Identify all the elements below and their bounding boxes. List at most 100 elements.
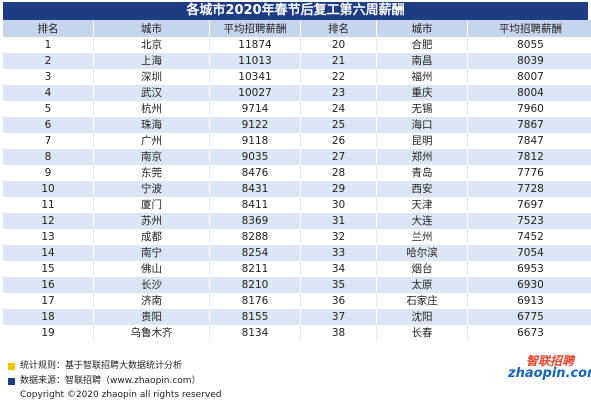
table-cell: 佛山 xyxy=(93,261,210,277)
logo-site: zhaopin.com xyxy=(508,366,591,381)
table-row: 4 武汉 10027 23 重庆 8004 xyxy=(3,85,591,101)
table-cell: 9714 xyxy=(209,101,301,117)
table-cell: 8134 xyxy=(209,325,301,341)
table-cell: 合肥 xyxy=(376,37,468,53)
note-marker xyxy=(8,378,15,385)
table-cell: 南昌 xyxy=(376,53,468,69)
table-cell: 37 xyxy=(300,309,377,325)
table-row: 8 南京 9035 27 郑州 7812 xyxy=(3,149,591,165)
table-cell: 8210 xyxy=(209,277,301,293)
table-row: 14 南宁 8254 33 哈尔滨 7054 xyxy=(3,245,591,261)
table-cell: 19 xyxy=(3,325,94,341)
table-cell: 济南 xyxy=(93,293,210,309)
copyright: Copyright ©2020 zhaopin all rights reser… xyxy=(20,390,222,400)
column-header: 排名 xyxy=(300,20,377,37)
table-cell: 武汉 xyxy=(93,85,210,101)
column-header: 排名 xyxy=(3,20,94,37)
table-cell: 9035 xyxy=(209,149,301,165)
table-row: 12 苏州 8369 31 大连 7523 xyxy=(3,213,591,229)
table-cell: 10 xyxy=(3,181,94,197)
table-cell: 苏州 xyxy=(93,213,210,229)
table-cell: 34 xyxy=(300,261,377,277)
table-cell: 13 xyxy=(3,229,94,245)
table-cell: 28 xyxy=(300,165,377,181)
table-cell: 20 xyxy=(300,37,377,53)
table-cell: 8 xyxy=(3,149,94,165)
table-cell: 14 xyxy=(3,245,94,261)
table-cell: 7452 xyxy=(467,229,591,245)
table-cell: 杭州 xyxy=(93,101,210,117)
table-cell: 31 xyxy=(300,213,377,229)
table-cell: 9122 xyxy=(209,117,301,133)
table-cell: 5 xyxy=(3,101,94,117)
table-row: 7 广州 9118 26 昆明 7847 xyxy=(3,133,591,149)
table-cell: 大连 xyxy=(376,213,468,229)
table-cell: 8288 xyxy=(209,229,301,245)
table-cell: 贵阳 xyxy=(93,309,210,325)
table-row: 13 成都 8288 32 兰州 7452 xyxy=(3,229,591,245)
table-cell: 长沙 xyxy=(93,277,210,293)
column-header: 平均招聘薪酬 xyxy=(209,20,301,37)
table-cell: 2 xyxy=(3,53,94,69)
table-cell: 沈阳 xyxy=(376,309,468,325)
table-cell: 11874 xyxy=(209,37,301,53)
table-cell: 8155 xyxy=(209,309,301,325)
table-cell: 6775 xyxy=(467,309,591,325)
table-cell: 6 xyxy=(3,117,94,133)
table-cell: 8007 xyxy=(467,69,591,85)
table-cell: 29 xyxy=(300,181,377,197)
table-row: 1 北京 11874 20 合肥 8055 xyxy=(3,37,591,53)
table-cell: 太原 xyxy=(376,277,468,293)
note-marker xyxy=(8,363,15,370)
note: 数据来源：智联招聘（www.zhaopin.com） xyxy=(20,376,201,386)
table-cell: 8211 xyxy=(209,261,301,277)
table-cell: 35 xyxy=(300,277,377,293)
table-cell: 天津 xyxy=(376,197,468,213)
table-cell: 厦门 xyxy=(93,197,210,213)
table-cell: 9118 xyxy=(209,133,301,149)
title: 各城市2020年春节后复工第六周薪酬 xyxy=(3,2,588,20)
table-cell: 哈尔滨 xyxy=(376,245,468,261)
column-header: 城市 xyxy=(376,20,468,37)
table-cell: 深圳 xyxy=(93,69,210,85)
table-cell: 7 xyxy=(3,133,94,149)
table-cell: 1 xyxy=(3,37,94,53)
table-cell: 12 xyxy=(3,213,94,229)
table-cell: 38 xyxy=(300,325,377,341)
table-cell: 乌鲁木齐 xyxy=(93,325,210,341)
logo-brand: 智联招聘 xyxy=(526,354,575,368)
table-cell: 宁波 xyxy=(93,181,210,197)
table-cell: 16 xyxy=(3,277,94,293)
table-cell: 24 xyxy=(300,101,377,117)
table-cell: 7054 xyxy=(467,245,591,261)
table-cell: 8254 xyxy=(209,245,301,261)
table-cell: 7867 xyxy=(467,117,591,133)
table-cell: 8039 xyxy=(467,53,591,69)
table-row: 17 济南 8176 36 石家庄 6913 xyxy=(3,293,591,309)
table-cell: 17 xyxy=(3,293,94,309)
table-cell: 10341 xyxy=(209,69,301,85)
table-cell: 6953 xyxy=(467,261,591,277)
table-cell: 30 xyxy=(300,197,377,213)
table-cell: 8369 xyxy=(209,213,301,229)
table-cell: 8176 xyxy=(209,293,301,309)
table-cell: 9 xyxy=(3,165,94,181)
table-cell: 昆明 xyxy=(376,133,468,149)
table-cell: 南宁 xyxy=(93,245,210,261)
table-row: 16 长沙 8210 35 太原 6930 xyxy=(3,277,591,293)
table-cell: 7523 xyxy=(467,213,591,229)
salary-table: 排名 城市 平均招聘薪酬 排名 城市 平均招聘薪酬 1 北京 11874 20 合肥 8055 2 上海 1… xyxy=(3,20,591,341)
table-cell: 上海 xyxy=(93,53,210,69)
table-row: 15 佛山 8211 34 烟台 6953 xyxy=(3,261,591,277)
table-cell: 22 xyxy=(300,69,377,85)
table-cell: 7812 xyxy=(467,149,591,165)
table-cell: 4 xyxy=(3,85,94,101)
table-cell: 8004 xyxy=(467,85,591,101)
table-cell: 烟台 xyxy=(376,261,468,277)
table-cell: 海口 xyxy=(376,117,468,133)
table-cell: 青岛 xyxy=(376,165,468,181)
table-cell: 6913 xyxy=(467,293,591,309)
column-header: 城市 xyxy=(93,20,210,37)
table-cell: 无锡 xyxy=(376,101,468,117)
